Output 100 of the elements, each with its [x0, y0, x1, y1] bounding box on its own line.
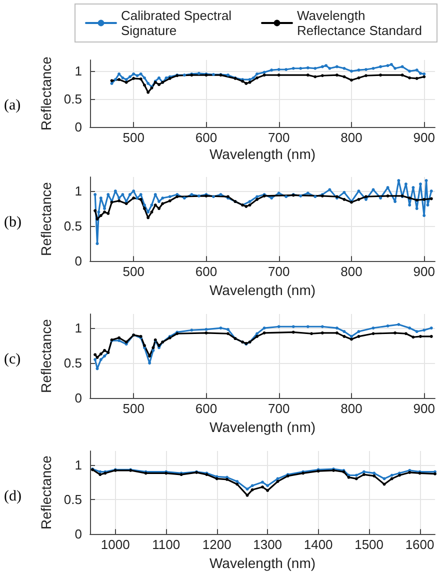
point [386, 194, 390, 198]
point [150, 210, 154, 214]
point [324, 64, 328, 68]
y-axis-title: Reflectance [38, 182, 54, 256]
point [226, 74, 230, 77]
text: (d) [4, 488, 22, 504]
y-tick-label: 1 [74, 320, 82, 336]
point [306, 74, 310, 77]
point [168, 199, 172, 202]
point [248, 80, 252, 84]
point [139, 198, 142, 201]
x-tick-label: 900 [413, 264, 435, 280]
x-tick-label: 500 [122, 130, 144, 145]
line-series [94, 194, 433, 221]
point [266, 484, 270, 488]
point [422, 72, 426, 76]
point [99, 352, 102, 356]
point [404, 332, 408, 336]
point [262, 326, 266, 330]
point [128, 75, 132, 78]
point [314, 66, 317, 70]
x-tick-label: 600 [195, 264, 218, 280]
point [372, 66, 375, 70]
point [204, 328, 208, 331]
y-tick-label: 0 [74, 120, 82, 134]
point [415, 68, 418, 72]
point [400, 65, 404, 68]
x-tick-label: 1200 [202, 537, 232, 552]
point [262, 74, 266, 77]
point [397, 323, 400, 326]
point [335, 74, 338, 77]
point [262, 331, 266, 334]
point [415, 198, 418, 202]
point [124, 78, 128, 82]
point [99, 358, 102, 362]
point [106, 212, 110, 215]
point [372, 326, 375, 330]
point [415, 76, 418, 80]
point [277, 74, 280, 77]
point [96, 218, 99, 221]
x-axis-title: Wavelength (nm) [209, 146, 316, 162]
legend-label: Calibrated Spectral Signature [121, 8, 236, 38]
point [94, 358, 97, 362]
y-axis-title: Reflectance [38, 318, 54, 394]
point [246, 494, 249, 497]
point [357, 198, 360, 201]
point [408, 70, 412, 73]
point [158, 83, 160, 86]
x-axis-title: Wavelength (nm) [209, 419, 316, 435]
y-axis-title: Reflectance [38, 455, 54, 530]
point [400, 74, 404, 77]
point [152, 348, 155, 352]
point [276, 480, 280, 483]
point [386, 64, 390, 68]
point [418, 334, 422, 338]
point [197, 72, 200, 75]
point [94, 353, 97, 356]
point [320, 65, 324, 68]
x-tick-label: 800 [340, 264, 362, 280]
point [350, 334, 353, 338]
point [270, 68, 274, 72]
point [382, 482, 386, 486]
y-tick-label: 0.5 [64, 356, 82, 371]
point [142, 84, 146, 87]
line-series [91, 468, 436, 497]
point [103, 354, 106, 358]
x-tick-label: 1500 [354, 537, 384, 552]
point [154, 204, 157, 207]
point [146, 90, 150, 94]
y-tick-label: 0.5 [64, 92, 82, 107]
point [430, 197, 433, 200]
point [226, 328, 230, 331]
point [256, 198, 259, 201]
point [132, 76, 136, 80]
point [244, 204, 248, 208]
x-tick-label: 600 [195, 401, 218, 416]
point [372, 474, 376, 478]
point [342, 75, 346, 78]
point [372, 332, 375, 336]
point [415, 330, 418, 334]
x-tick-label: 1100 [152, 537, 180, 552]
point [161, 202, 164, 206]
point [246, 488, 249, 491]
x-tick-label: 1600 [405, 537, 434, 552]
point [124, 80, 128, 84]
point [276, 477, 280, 480]
point [292, 66, 295, 70]
point [364, 74, 368, 78]
x-tick-label: 500 [122, 401, 144, 416]
point [256, 334, 259, 338]
y-tick-label: 0 [74, 526, 82, 542]
point [342, 330, 346, 334]
y-tick-label: 0.5 [64, 218, 82, 234]
point [430, 326, 433, 330]
point [110, 82, 114, 85]
x-tick-label: 1300 [253, 537, 282, 552]
point [266, 488, 270, 492]
point [320, 74, 324, 78]
point [310, 332, 314, 336]
point [328, 66, 332, 70]
